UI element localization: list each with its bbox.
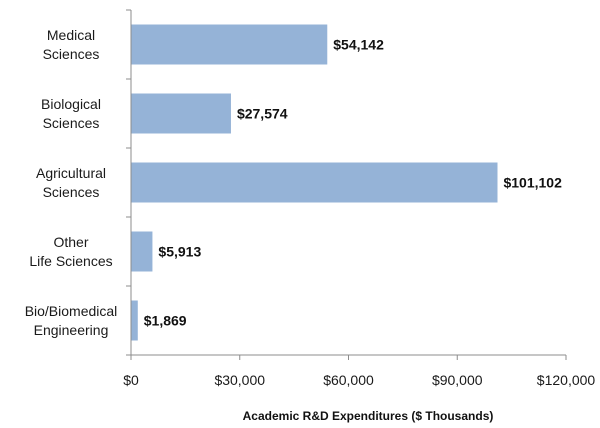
- category-label-3: Other Life Sciences: [29, 234, 112, 269]
- data-label-4: $1,869: [144, 313, 187, 329]
- bar-1: [131, 93, 231, 134]
- data-label-3: $5,913: [158, 244, 201, 260]
- bars-group: [131, 24, 498, 341]
- x-tick-label-0: $0: [123, 372, 139, 388]
- data-label-1: $27,574: [237, 106, 288, 122]
- category-label-1: Biological Sciences: [41, 96, 101, 131]
- x-tick-labels: $0 $30,000 $60,000 $90,000 $120,000: [123, 372, 595, 388]
- category-label-4: Bio/Biomedical Engineering: [25, 303, 118, 338]
- bar-0: [131, 24, 328, 65]
- x-tick-label-3: $90,000: [432, 372, 483, 388]
- bar-2: [131, 162, 498, 203]
- axes-group: [126, 9, 567, 360]
- x-axis-title: Academic R&D Expenditures ($ Thousands): [243, 409, 494, 423]
- data-label-2: $101,102: [503, 175, 562, 191]
- category-label-2: Agricultural Sciences: [36, 165, 106, 200]
- bar-4: [131, 300, 138, 341]
- data-labels: $54,142 $27,574 $101,102 $5,913 $1,869: [144, 37, 562, 329]
- data-label-0: $54,142: [333, 37, 384, 53]
- x-tick-label-4: $120,000: [537, 372, 596, 388]
- category-label-0: Medical Sciences: [43, 27, 100, 62]
- x-tick-label-1: $30,000: [214, 372, 265, 388]
- category-labels: Medical Sciences Biological Sciences Agricul…: [25, 27, 118, 338]
- x-tick-label-2: $60,000: [323, 372, 374, 388]
- bar-3: [131, 231, 153, 272]
